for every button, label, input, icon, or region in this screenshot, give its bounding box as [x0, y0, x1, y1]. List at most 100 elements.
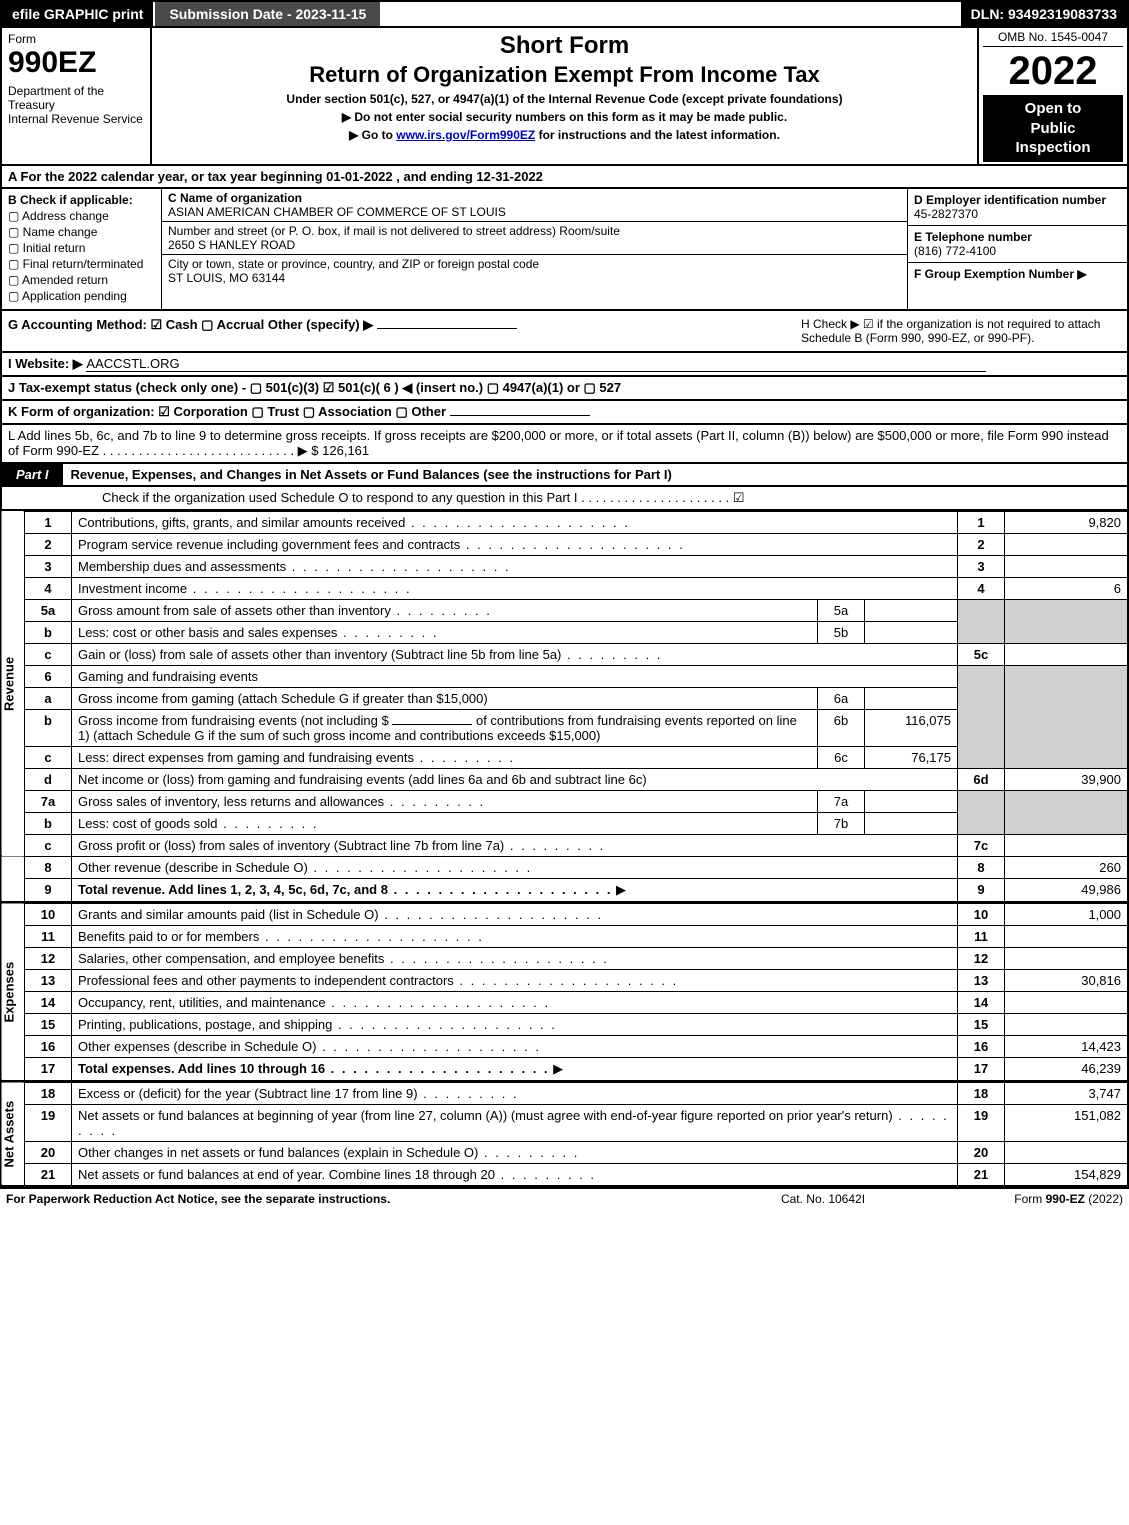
netassets-table: Net Assets 18 Excess or (deficit) for th…	[0, 1082, 1129, 1187]
open-line-3: Inspection	[985, 138, 1121, 158]
line-10-num: 10	[25, 903, 72, 925]
line-7a-subval	[865, 790, 958, 812]
chk-application-pending[interactable]: Application pending	[8, 289, 155, 303]
note-ssn: ▶ Do not enter social security numbers o…	[160, 110, 969, 124]
line-13-text: Professional fees and other payments to …	[72, 969, 958, 991]
line-12-box: 12	[958, 947, 1005, 969]
line-2-num: 2	[25, 533, 72, 555]
chk-amended-return[interactable]: Amended return	[8, 273, 155, 287]
part-1-header: Part I Revenue, Expenses, and Changes in…	[0, 464, 1129, 487]
footer-right: Form 990-EZ (2022)	[923, 1192, 1123, 1206]
line-6c-subval: 76,175	[865, 746, 958, 768]
line-5c-text: Gain or (loss) from sale of assets other…	[72, 643, 958, 665]
line-12-num: 12	[25, 947, 72, 969]
vtab-revenue: Revenue	[1, 511, 25, 856]
line-4-box: 4	[958, 577, 1005, 599]
line-5a-sub: 5a	[818, 599, 865, 621]
line-9-box: 9	[958, 878, 1005, 902]
line-6b-num: b	[25, 709, 72, 746]
line-5a-num: 5a	[25, 599, 72, 621]
c-addr-label: Number and street (or P. O. box, if mail…	[168, 224, 901, 238]
tax-year: 2022	[983, 51, 1123, 91]
d-label: D Employer identification number	[914, 193, 1121, 207]
line-8-num: 8	[25, 856, 72, 878]
line-4-val: 6	[1005, 577, 1129, 599]
line-14-val	[1005, 991, 1129, 1013]
line-6a-subval	[865, 687, 958, 709]
line-6-text: Gaming and fundraising events	[72, 665, 958, 687]
goto-post: for instructions and the latest informat…	[539, 128, 780, 142]
irs-link[interactable]: www.irs.gov/Form990EZ	[396, 128, 535, 142]
shade-6v	[1005, 665, 1129, 768]
section-a: A For the 2022 calendar year, or tax yea…	[0, 166, 1129, 189]
footer-mid: Cat. No. 10642I	[723, 1192, 923, 1206]
chk-final-return[interactable]: Final return/terminated	[8, 257, 155, 271]
vtab-expenses: Expenses	[1, 903, 25, 1081]
line-5b-num: b	[25, 621, 72, 643]
line-20-num: 20	[25, 1141, 72, 1163]
telephone: (816) 772-4100	[914, 244, 1121, 258]
line-5b-subval	[865, 621, 958, 643]
line-6b-blank[interactable]	[392, 724, 472, 725]
line-7a-num: 7a	[25, 790, 72, 812]
accounting-other-input[interactable]	[377, 328, 517, 329]
f-group-label: F Group Exemption Number ▶	[914, 267, 1121, 281]
vtab-rev-cont	[1, 856, 25, 902]
line-7c-num: c	[25, 834, 72, 856]
line-2-text: Program service revenue including govern…	[72, 533, 958, 555]
website-value[interactable]: AACCSTL.ORG	[86, 356, 986, 372]
line-1-text: Contributions, gifts, grants, and simila…	[72, 511, 958, 533]
line-17-text: Total expenses. Add lines 10 through 16 …	[72, 1057, 958, 1081]
line-5a-text: Gross amount from sale of assets other t…	[72, 599, 818, 621]
subtitle: Under section 501(c), 527, or 4947(a)(1)…	[160, 92, 969, 106]
website-label: I Website: ▶	[8, 356, 83, 371]
line-14-num: 14	[25, 991, 72, 1013]
line-14-text: Occupancy, rent, utilities, and maintena…	[72, 991, 958, 1013]
line-18-num: 18	[25, 1082, 72, 1104]
line-15-box: 15	[958, 1013, 1005, 1035]
line-14-box: 14	[958, 991, 1005, 1013]
line-5a-subval	[865, 599, 958, 621]
line-11-box: 11	[958, 925, 1005, 947]
line-6b-subval: 116,075	[865, 709, 958, 746]
c-name-label: C Name of organization	[168, 191, 901, 205]
line-7b-text: Less: cost of goods sold	[72, 812, 818, 834]
line-19-text: Net assets or fund balances at beginning…	[72, 1104, 958, 1141]
dept-line-2: Internal Revenue Service	[8, 112, 144, 126]
line-20-val	[1005, 1141, 1129, 1163]
tax-exempt-status: J Tax-exempt status (check only one) - ▢…	[8, 380, 621, 395]
chk-address-change[interactable]: Address change	[8, 209, 155, 223]
line-7a-text: Gross sales of inventory, less returns a…	[72, 790, 818, 812]
org-other-input[interactable]	[450, 415, 590, 416]
shade-5	[958, 599, 1005, 643]
open-line-1: Open to	[985, 99, 1121, 119]
line-19-box: 19	[958, 1104, 1005, 1141]
line-9-text: Total revenue. Add lines 1, 2, 3, 4, 5c,…	[72, 878, 958, 902]
line-7c-text: Gross profit or (loss) from sales of inv…	[72, 834, 958, 856]
note-goto: ▶ Go to www.irs.gov/Form990EZ for instru…	[160, 128, 969, 142]
line-4-num: 4	[25, 577, 72, 599]
part-1-label: Part I	[2, 464, 63, 485]
line-3-val	[1005, 555, 1129, 577]
line-15-text: Printing, publications, postage, and shi…	[72, 1013, 958, 1035]
open-line-2: Public	[985, 119, 1121, 139]
line-6a-num: a	[25, 687, 72, 709]
line-9-num: 9	[25, 878, 72, 902]
line-18-text: Excess or (deficit) for the year (Subtra…	[72, 1082, 958, 1104]
line-13-box: 13	[958, 969, 1005, 991]
line-12-val	[1005, 947, 1129, 969]
section-j: J Tax-exempt status (check only one) - ▢…	[0, 377, 1129, 401]
line-1-box: 1	[958, 511, 1005, 533]
line-19-num: 19	[25, 1104, 72, 1141]
org-address: 2650 S HANLEY ROAD	[168, 238, 901, 252]
line-6d-val: 39,900	[1005, 768, 1129, 790]
efile-label[interactable]: efile GRAPHIC print	[2, 2, 153, 26]
line-1-val: 9,820	[1005, 511, 1129, 533]
chk-initial-return[interactable]: Initial return	[8, 241, 155, 255]
section-l: L Add lines 5b, 6c, and 7b to line 9 to …	[0, 425, 1129, 464]
form-of-org: K Form of organization: ☑ Corporation ▢ …	[8, 404, 446, 419]
form-header: Form 990EZ Department of the Treasury In…	[0, 28, 1129, 166]
section-b-title: B Check if applicable:	[8, 193, 133, 207]
line-6d-num: d	[25, 768, 72, 790]
chk-name-change[interactable]: Name change	[8, 225, 155, 239]
